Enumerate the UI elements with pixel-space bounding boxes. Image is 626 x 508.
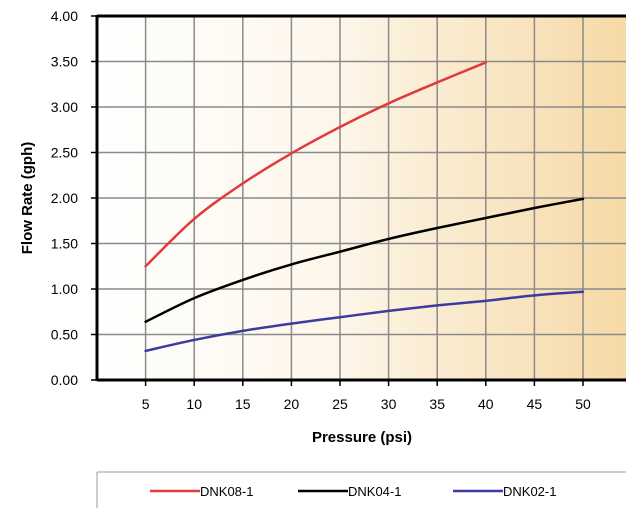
x-axis-title: Pressure (psi) [312,429,412,446]
x-tick-label: 5 [142,396,150,412]
y-tick-label: 1.50 [51,236,78,252]
legend: DNK08-1 DNK04-1 DNK02-1 [96,471,626,508]
x-tick-label: 25 [332,396,348,412]
x-tick-label: 50 [575,396,591,412]
x-tick-label: 40 [478,396,494,412]
x-tick-label: 15 [235,396,251,412]
series-line-dnk04-1 [144,197,585,324]
y-tick-label: 0.00 [51,372,78,388]
x-tick-label: 35 [429,396,445,412]
x-tick-labels: 5 10 15 20 25 30 35 40 45 50 [142,396,591,412]
y-tick-label: 2.50 [51,145,78,161]
y-axis-title: Flow Rate (gph) [19,142,36,255]
y-tick-labels: 0.00 0.50 1.00 1.50 2.00 2.50 3.00 3.50 4.00 [51,8,78,388]
y-tick-label: 1.00 [51,281,78,297]
y-tick-label: 4.00 [51,8,78,24]
legend-label-dnk08-1: DNK08-1 [200,484,253,499]
y-tick-label: 3.00 [51,99,78,115]
x-tick-label: 20 [284,396,300,412]
series-line-dnk08-1 [144,61,488,268]
axes [91,14,626,386]
legend-label-dnk04-1: DNK04-1 [348,484,401,499]
x-tick-label: 45 [527,396,543,412]
y-tick-label: 3.50 [51,54,78,70]
legend-items: DNK08-1 DNK04-1 DNK02-1 [150,484,556,499]
x-tick-label: 10 [186,396,202,412]
x-tick-label: 30 [381,396,397,412]
series-line-dnk02-1 [144,290,585,353]
legend-label-dnk02-1: DNK02-1 [503,484,556,499]
series-group [144,61,585,353]
y-tick-label: 0.50 [51,327,78,343]
y-tick-label: 2.00 [51,190,78,206]
